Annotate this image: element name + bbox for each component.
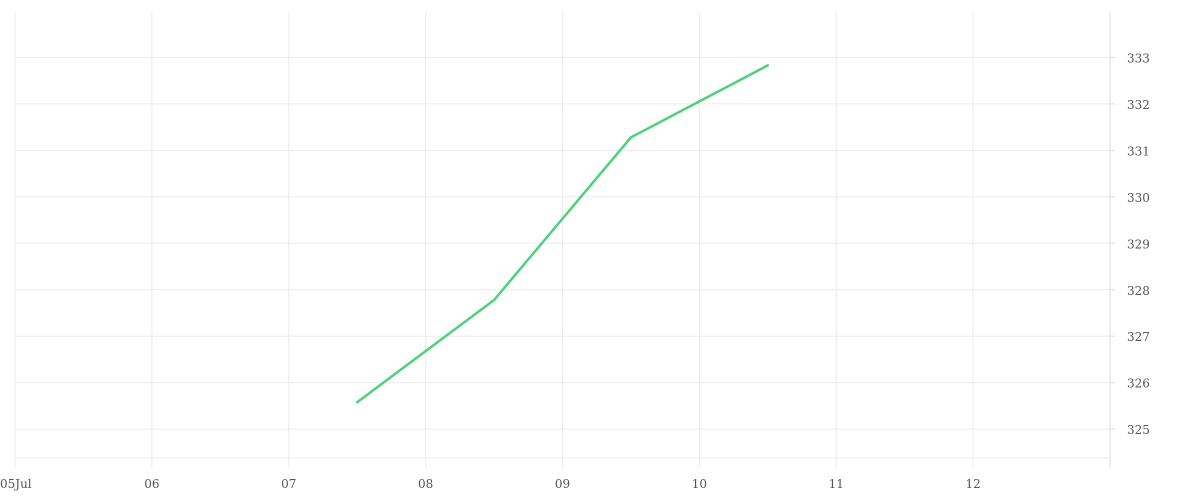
- x-tick-label: 05Jul: [0, 477, 32, 491]
- x-tick-label: 07: [281, 477, 296, 491]
- y-tick-label: 325: [1127, 423, 1150, 437]
- x-tick-label: 08: [418, 477, 433, 491]
- horizontal-gridlines: [15, 56, 1110, 430]
- data-point: [492, 298, 496, 302]
- x-tick-label: 06: [144, 477, 159, 491]
- data-point: [629, 136, 633, 139]
- y-tick-label: 330: [1127, 191, 1150, 205]
- x-tick-label: 10: [692, 477, 707, 491]
- series-layer: [355, 64, 770, 404]
- y-axis-ticks: 325 326 327 328 329 330 331 332 333: [1110, 51, 1150, 437]
- y-tick-label: 332: [1127, 98, 1150, 112]
- x-tick-label: 11: [829, 477, 844, 491]
- vertical-gridlines: [14, 12, 974, 468]
- y-tick-label: 333: [1127, 51, 1150, 65]
- x-axis-ticks: 05Jul 06 07 08 09 10 11 12: [0, 477, 981, 491]
- data-point: [355, 401, 359, 404]
- y-tick-label: 329: [1127, 237, 1150, 251]
- y-tick-label: 328: [1127, 284, 1150, 298]
- x-tick-label: 12: [965, 477, 980, 491]
- x-tick-label: 09: [555, 477, 570, 491]
- y-tick-label: 326: [1127, 377, 1150, 391]
- y-tick-label: 327: [1127, 330, 1150, 344]
- y-tick-label: 331: [1127, 144, 1150, 158]
- data-point: [766, 64, 770, 67]
- series-line: [355, 64, 770, 404]
